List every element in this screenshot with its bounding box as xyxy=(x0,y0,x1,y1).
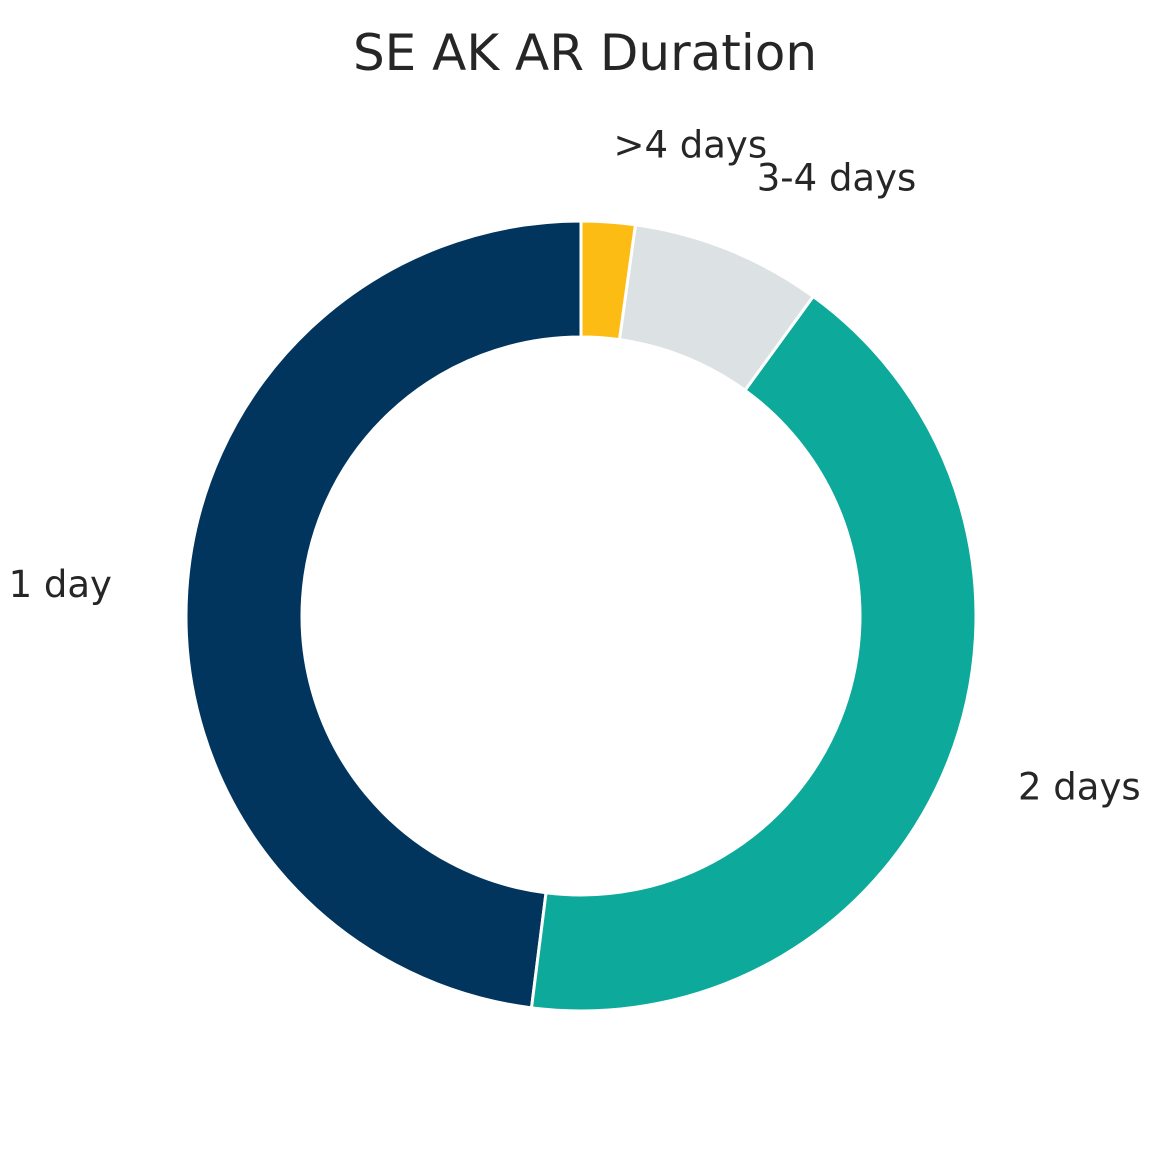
slice-label-more-than-4-days: >4 days xyxy=(613,124,767,167)
slice-1-day xyxy=(184,219,583,1010)
slice-more-than-4-days xyxy=(579,219,637,342)
chart-title: SE AK AR Duration xyxy=(353,24,817,82)
slice-label-1-day: 1 day xyxy=(9,563,112,606)
donut-slices xyxy=(184,219,978,1013)
slice-2-days xyxy=(529,294,978,1013)
slice-label-2-days: 2 days xyxy=(1018,766,1141,809)
slice-label-3-4-days: 3-4 days xyxy=(757,157,917,200)
slice-labels: 1 day 2 days 3-4 days>4 days xyxy=(9,124,1141,809)
